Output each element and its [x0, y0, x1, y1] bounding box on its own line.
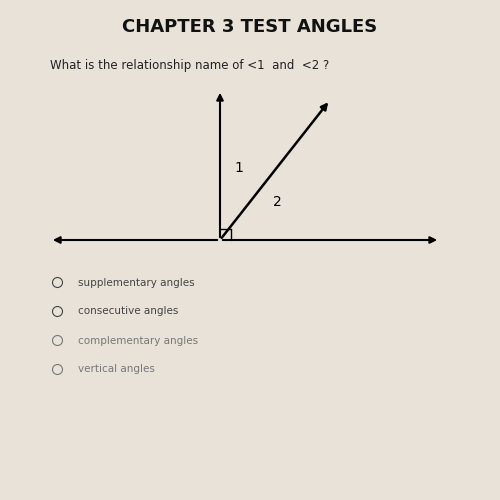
Text: vertical angles: vertical angles — [78, 364, 154, 374]
Text: complementary angles: complementary angles — [78, 336, 198, 345]
Text: consecutive angles: consecutive angles — [78, 306, 178, 316]
Text: What is the relationship name of <1  and  <2 ?: What is the relationship name of <1 and … — [50, 58, 329, 71]
Text: 1: 1 — [234, 160, 244, 174]
Text: CHAPTER 3 TEST ANGLES: CHAPTER 3 TEST ANGLES — [122, 18, 378, 36]
Text: supplementary angles: supplementary angles — [78, 278, 194, 287]
Text: 2: 2 — [273, 196, 282, 209]
